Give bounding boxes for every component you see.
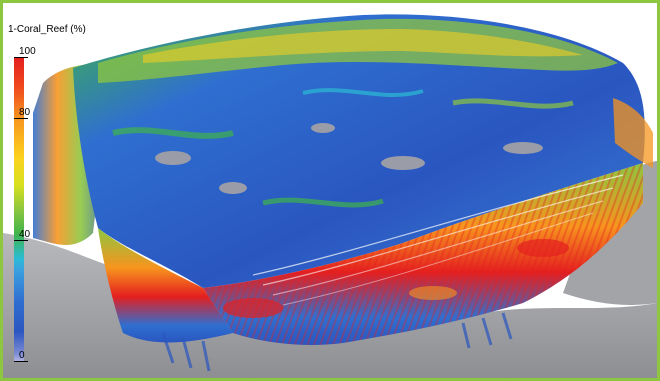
green-swirl-2 [262, 197, 384, 208]
colorbar-tick-80 [14, 118, 28, 119]
reef-top-surface [73, 14, 645, 288]
step-line-3 [272, 200, 604, 296]
blue-streaks [161, 312, 513, 372]
colorbar-tick-100 [14, 57, 28, 58]
gray-patch-2 [219, 182, 247, 194]
front-face-stripes [203, 163, 643, 345]
right-wall [613, 98, 653, 168]
colorbar-label-100: 100 [19, 46, 36, 57]
colorbar-title: 1-Coral_Reef (%) [8, 24, 86, 35]
colorbar-label-0: 0 [19, 350, 25, 361]
coral-reef-3d-visualization [3, 14, 657, 378]
reef-upper-band-yellow [143, 29, 583, 63]
gray-patch-5 [311, 123, 335, 133]
red-hotspot-2 [517, 239, 569, 257]
colorbar-tick-0 [14, 361, 28, 362]
step-line-4 [282, 212, 594, 306]
colorbar-tick-40 [14, 240, 28, 241]
colorbar-label-40: 40 [19, 229, 31, 240]
green-swirl-3 [452, 98, 574, 109]
step-line-2 [262, 187, 614, 286]
colorbar: 100 80 40 0 [14, 46, 44, 362]
orange-hotspot [409, 286, 457, 300]
green-swirl-1 [112, 127, 234, 139]
front-face-left [98, 228, 233, 343]
gray-patch-3 [381, 156, 425, 170]
colorbar-label-80: 80 [19, 107, 31, 118]
step-line-1 [252, 174, 624, 276]
red-hotspot-1 [223, 298, 283, 318]
gray-patch-4 [503, 142, 543, 154]
colorbar-gradient [14, 57, 24, 362]
cyan-swirl [302, 88, 424, 97]
gray-patch-1 [155, 151, 191, 165]
